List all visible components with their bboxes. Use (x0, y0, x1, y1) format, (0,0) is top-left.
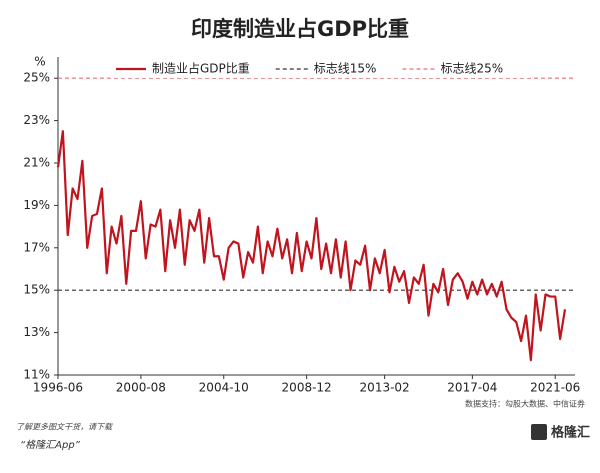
y-axis-unit: % (34, 55, 45, 69)
logo-text: 格隆汇 (551, 425, 590, 441)
x-tick-label: 2021-06 (530, 381, 580, 395)
footer-app: “格隆汇App” (20, 439, 81, 451)
y-tick-label: 13% (23, 325, 50, 339)
x-tick-label: 2017-04 (447, 381, 497, 395)
y-tick-label: 15% (23, 283, 50, 297)
legend-background (110, 60, 530, 78)
footer-text: 了解更多图文干货，请下载 (16, 423, 113, 432)
chart-title: 印度制造业占GDP比重 (191, 17, 409, 41)
source-note: 数据支持：勾股大数据、中信证券 (465, 399, 585, 409)
y-tick-label: 17% (23, 240, 50, 254)
y-tick-label: 23% (23, 113, 50, 127)
x-tick-label: 2008-12 (282, 381, 332, 395)
y-tick-label: 21% (23, 156, 50, 170)
x-tick-label: 2000-08 (116, 381, 166, 395)
x-tick-label: 1996-06 (33, 381, 83, 395)
data-line (56, 130, 567, 362)
x-tick-label: 2013-02 (360, 381, 410, 395)
legend-label: 制造业占GDP比重 (152, 61, 250, 76)
legend-label: 标志线15% (314, 62, 377, 76)
y-tick-label: 19% (23, 198, 50, 212)
legend-label: 标志线25% (440, 62, 503, 76)
logo-icon (531, 424, 547, 440)
y-tick-label: 25% (23, 71, 50, 85)
y-tick-label: 11% (23, 368, 50, 382)
x-tick-label: 2004-10 (199, 381, 249, 395)
